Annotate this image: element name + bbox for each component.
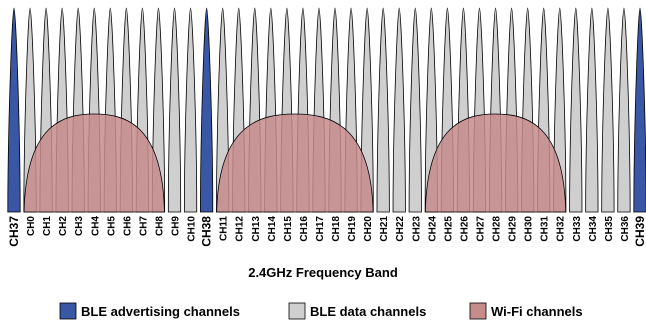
channel-ch36 xyxy=(617,7,631,213)
channel-ch37 xyxy=(7,7,21,213)
channel-label-ch16: CH16 xyxy=(299,216,310,242)
channel-label-ch30: CH30 xyxy=(524,216,535,242)
channel-labels: CH37 CH0 CH1 CH2 CH3 CH4 CH5 CH6 CH7 CH8 CH9 CH10 CH… xyxy=(7,216,646,247)
channel-label-ch14: CH14 xyxy=(267,216,278,242)
wifi-channels-layer xyxy=(23,113,567,213)
channel-label-ch9: CH9 xyxy=(171,216,182,236)
channel-ch22 xyxy=(392,7,406,213)
channel-ch34 xyxy=(585,7,599,213)
legend-swatch-data xyxy=(288,302,306,320)
legend-swatch-advertising xyxy=(59,302,77,320)
legend-swatch-wifi xyxy=(469,302,487,320)
channel-label-ch35: CH35 xyxy=(604,216,615,242)
channel-label-ch10: CH10 xyxy=(187,216,198,242)
channel-label-ch5: CH5 xyxy=(106,216,117,236)
channel-label-ch17: CH17 xyxy=(315,216,326,242)
legend-label-data: BLE data channels xyxy=(310,304,426,319)
wifi-channel-1 xyxy=(23,113,165,213)
channel-label-ch36: CH36 xyxy=(620,216,631,242)
channel-label-ch28: CH28 xyxy=(492,216,503,242)
channel-label-ch20: CH20 xyxy=(363,216,374,242)
channel-label-ch2: CH2 xyxy=(58,216,69,236)
channel-label-ch21: CH21 xyxy=(379,216,390,242)
legend-item-advertising: BLE advertising channels xyxy=(59,302,240,320)
channel-ch9 xyxy=(167,7,182,213)
legend-label-advertising: BLE advertising channels xyxy=(81,304,240,319)
channel-label-ch0: CH0 xyxy=(26,216,37,236)
channel-label-ch22: CH22 xyxy=(395,216,406,242)
channel-label-ch31: CH31 xyxy=(540,216,551,242)
channel-ch39 xyxy=(633,7,646,213)
channel-label-ch7: CH7 xyxy=(138,216,149,236)
channel-label-ch8: CH8 xyxy=(154,216,165,236)
channel-ch21 xyxy=(376,7,390,213)
channel-label-ch37: CH37 xyxy=(7,216,21,247)
legend-label-wifi: Wi-Fi channels xyxy=(491,304,583,319)
channel-label-ch26: CH26 xyxy=(459,216,470,242)
channel-label-ch3: CH3 xyxy=(74,216,85,236)
channel-label-ch29: CH29 xyxy=(508,216,519,242)
channel-label-ch1: CH1 xyxy=(42,216,53,236)
channel-label-ch27: CH27 xyxy=(475,216,486,242)
channel-label-ch15: CH15 xyxy=(283,216,294,242)
legend-item-wifi: Wi-Fi channels xyxy=(469,302,583,320)
channel-label-ch6: CH6 xyxy=(122,216,133,236)
channel-ch33 xyxy=(569,7,583,213)
channel-label-ch4: CH4 xyxy=(90,216,101,236)
channel-label-ch32: CH32 xyxy=(556,216,567,242)
channel-ch10 xyxy=(183,7,198,213)
channel-ch35 xyxy=(601,7,615,213)
channel-label-ch19: CH19 xyxy=(347,216,358,242)
channel-label-ch11: CH11 xyxy=(219,216,230,241)
channel-label-ch34: CH34 xyxy=(588,216,599,242)
channel-ch38 xyxy=(200,7,214,213)
channel-label-ch13: CH13 xyxy=(251,216,262,242)
channel-label-ch33: CH33 xyxy=(572,216,583,242)
channel-label-ch39: CH39 xyxy=(633,216,646,247)
wifi-channel-3 xyxy=(424,113,567,213)
legend: BLE advertising channels BLE data channe… xyxy=(59,302,583,320)
wifi-channel-2 xyxy=(216,113,374,213)
channel-label-ch25: CH25 xyxy=(443,216,454,242)
channel-label-ch12: CH12 xyxy=(235,216,246,242)
channel-label-ch23: CH23 xyxy=(411,216,422,242)
channel-label-ch38: CH38 xyxy=(200,216,214,247)
channel-ch23 xyxy=(408,7,422,213)
channel-label-ch18: CH18 xyxy=(331,216,342,242)
legend-item-data: BLE data channels xyxy=(288,302,426,320)
frequency-band-label: 2.4GHz Frequency Band xyxy=(248,265,398,280)
channel-label-ch24: CH24 xyxy=(427,216,438,242)
